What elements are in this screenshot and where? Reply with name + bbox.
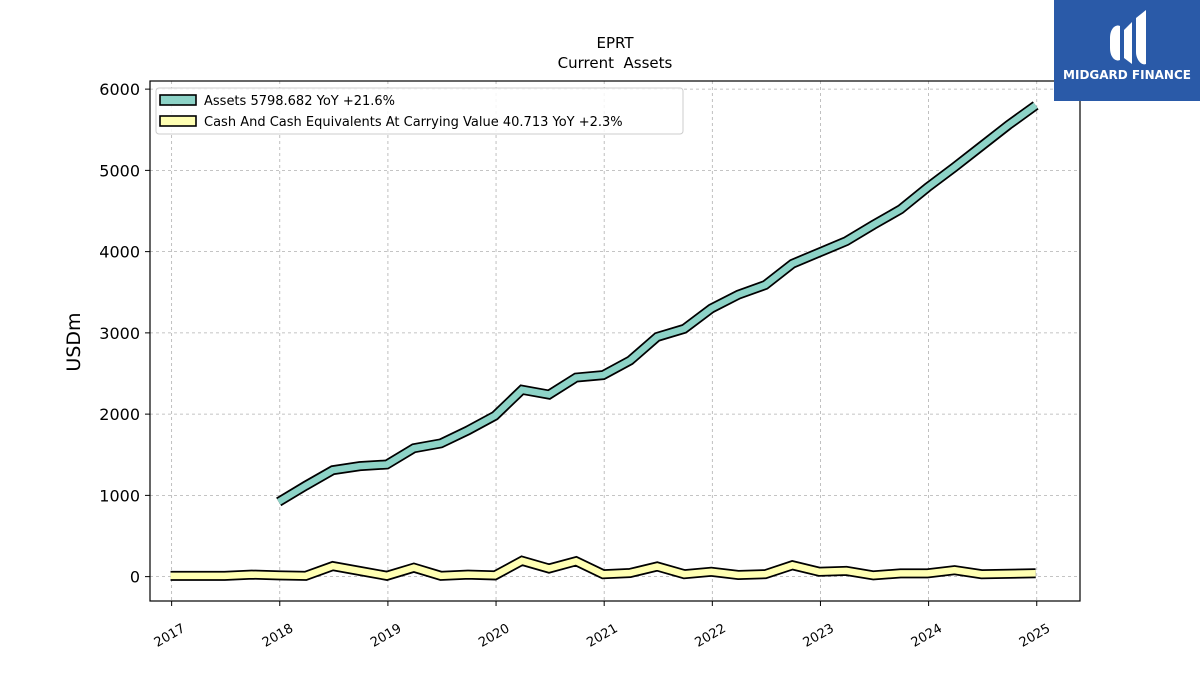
y-tick-label: 6000 — [99, 80, 140, 99]
x-tick-label: 2023 — [801, 621, 837, 651]
y-tick-label: 4000 — [99, 243, 140, 262]
legend-swatch-1 — [159, 115, 197, 127]
x-tick-label: 2021 — [584, 621, 620, 651]
brand-logo: MIDGARD FINANCE — [1054, 0, 1200, 101]
brand-name: MIDGARD FINANCE — [1063, 68, 1191, 82]
x-tick-label: 2019 — [368, 621, 404, 651]
x-tick-label: 2018 — [260, 621, 296, 651]
y-axis-label: USDm — [63, 312, 85, 371]
x-tick-label: 2025 — [1017, 621, 1053, 651]
y-tick-label: 2000 — [99, 405, 140, 424]
y-tick-label: 0 — [130, 568, 140, 587]
series-lines — [170, 101, 1039, 581]
brand-mark-icon — [1110, 10, 1146, 65]
chart-title: EPRT — [596, 34, 634, 52]
x-tick-label: 2020 — [476, 621, 512, 651]
plot-frame — [149, 80, 1081, 602]
y-tick-label: 3000 — [99, 324, 140, 343]
series-line-1 — [170, 557, 1036, 580]
legend-label-0: Assets 5798.682 YoY +21.6% — [204, 94, 395, 109]
x-tick-label: 2022 — [692, 621, 728, 651]
series-outline-0 — [276, 101, 1039, 507]
x-tick-label: 2024 — [909, 621, 945, 651]
legend-label-1: Cash And Cash Equivalents At Carrying Va… — [204, 115, 623, 130]
legend-swatch-0 — [159, 94, 197, 106]
y-tick-label: 5000 — [99, 161, 140, 180]
series-line-0 — [277, 102, 1038, 505]
x-tick-label: 2017 — [152, 621, 188, 651]
chart-subtitle: Current Assets — [558, 54, 673, 72]
legend: Assets 5798.682 YoY +21.6% Cash And Cash … — [155, 87, 684, 135]
x-ticks: 2017 2018 2019 2020 2021 2022 2023 2024 2025 — [152, 601, 1053, 651]
y-ticks: 0 1000 2000 3000 4000 5000 6000 — [99, 80, 150, 587]
grid — [150, 81, 1080, 601]
y-tick-label: 1000 — [99, 486, 140, 505]
legend-box — [155, 87, 684, 135]
